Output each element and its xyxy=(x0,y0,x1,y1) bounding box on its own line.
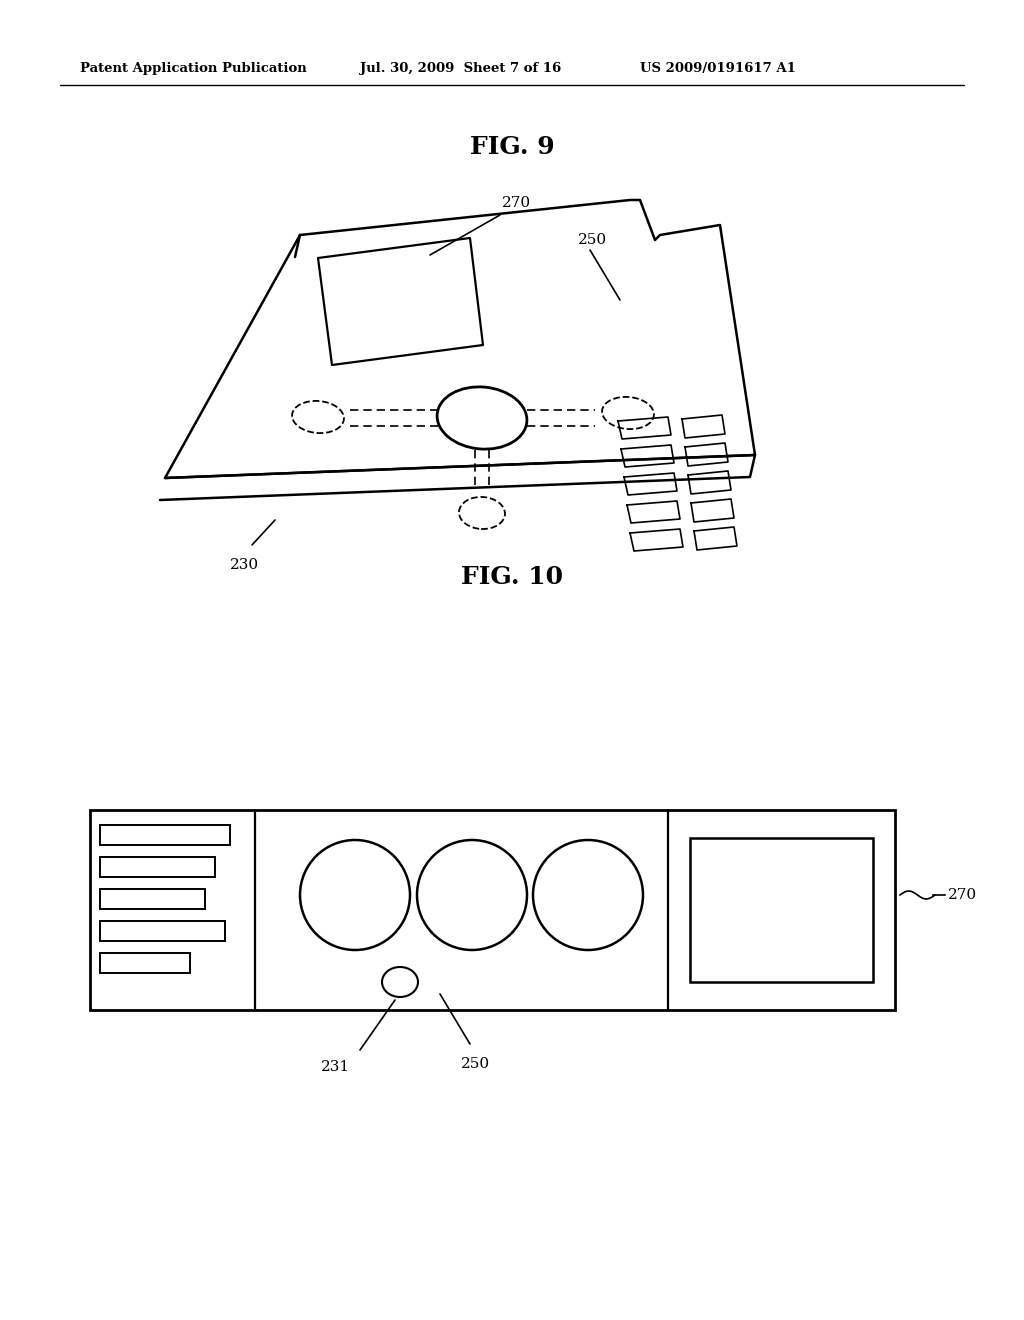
Text: 270: 270 xyxy=(502,195,531,210)
Text: Patent Application Publication: Patent Application Publication xyxy=(80,62,307,75)
Bar xyxy=(100,921,225,941)
Text: Jul. 30, 2009  Sheet 7 of 16: Jul. 30, 2009 Sheet 7 of 16 xyxy=(360,62,561,75)
Text: 250: 250 xyxy=(461,1057,489,1071)
Bar xyxy=(100,857,215,876)
Text: 230: 230 xyxy=(230,558,259,572)
Text: 270: 270 xyxy=(948,888,977,902)
Bar xyxy=(100,825,230,845)
Text: US 2009/0191617 A1: US 2009/0191617 A1 xyxy=(640,62,796,75)
Text: FIG. 10: FIG. 10 xyxy=(461,565,563,589)
Bar xyxy=(690,838,873,982)
Bar xyxy=(100,888,205,909)
Bar xyxy=(100,953,190,973)
Bar xyxy=(90,810,895,1010)
Text: 231: 231 xyxy=(321,1060,349,1074)
Text: FIG. 9: FIG. 9 xyxy=(470,135,554,158)
Text: 250: 250 xyxy=(578,234,607,247)
